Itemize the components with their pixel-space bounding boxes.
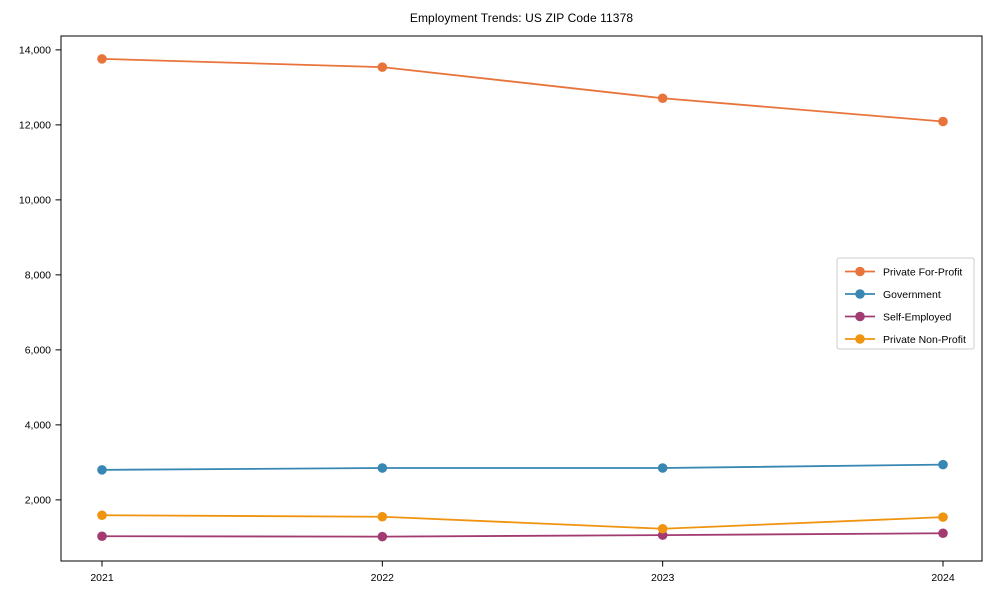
data-point-marker <box>938 459 948 470</box>
legend-label: Private Non-Profit <box>883 334 966 346</box>
series-line <box>101 532 944 538</box>
data-point-marker <box>938 528 948 539</box>
data-point-marker <box>377 463 388 473</box>
legend-label: Private For-Profit <box>883 266 962 278</box>
legend-label: Self-Employed <box>883 311 951 323</box>
data-point-marker <box>377 511 388 522</box>
x-tick-label: 2022 <box>371 572 395 584</box>
series-line <box>101 514 944 530</box>
plot-border <box>60 35 983 562</box>
data-point-marker <box>657 523 668 534</box>
legend-box <box>836 257 975 350</box>
x-tick-label: 2024 <box>931 572 955 584</box>
data-point-marker <box>377 62 388 72</box>
y-tick-label: 10,000 <box>19 194 51 206</box>
data-point-marker <box>97 465 107 475</box>
data-point-marker <box>657 463 668 473</box>
series-line <box>101 57 944 123</box>
legend-marker <box>855 334 865 344</box>
y-tick-label: 2,000 <box>25 494 51 506</box>
data-point-marker <box>97 54 107 64</box>
legend-marker <box>855 289 865 299</box>
legend-marker <box>855 311 865 322</box>
legend-marker <box>855 266 865 277</box>
x-tick-label: 2021 <box>90 572 114 584</box>
series-line <box>101 463 944 471</box>
legend-label: Government <box>883 289 941 301</box>
y-tick-label: 6,000 <box>25 344 51 356</box>
data-point-marker <box>938 116 948 127</box>
data-point-marker <box>97 510 107 521</box>
y-tick-label: 4,000 <box>25 419 51 431</box>
chart-title: Employment Trends: US ZIP Code 11378 <box>409 11 634 25</box>
data-point-marker <box>97 531 107 542</box>
y-tick-label: 12,000 <box>19 119 51 131</box>
y-tick-label: 14,000 <box>19 44 51 56</box>
y-tick-label: 8,000 <box>25 269 51 281</box>
data-point-marker <box>377 531 388 542</box>
data-point-marker <box>938 512 948 522</box>
data-point-marker <box>657 93 668 104</box>
x-tick-label: 2023 <box>651 572 675 584</box>
